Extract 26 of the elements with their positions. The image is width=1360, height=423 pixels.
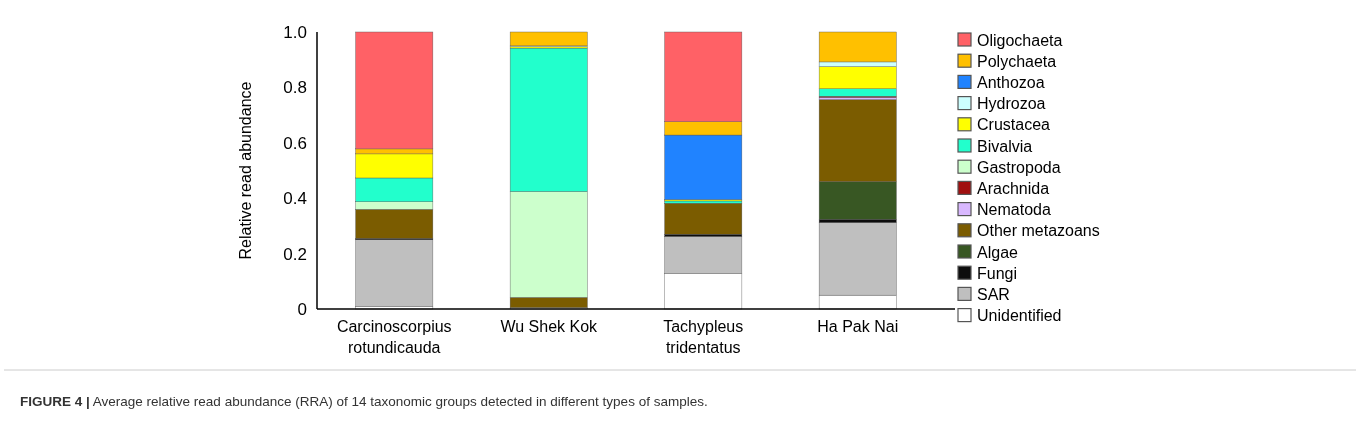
x-tick-label: Tachypleus tridentatus <box>663 318 744 356</box>
y-tick-label: 0.4 <box>283 189 307 209</box>
legend-label: Arachnida <box>977 180 1050 197</box>
y-tick-label: 0 <box>297 299 307 319</box>
legend-label: Anthozoa <box>977 74 1045 91</box>
legend-label: Bivalvia <box>977 137 1033 155</box>
legend-label: Algae <box>977 243 1019 261</box>
legend-label: Gastropoda <box>977 158 1061 176</box>
y-tick-label: 0.8 <box>283 78 307 98</box>
legend-label: Hydrozoa <box>977 95 1046 113</box>
legend-label: Crustacea <box>977 116 1051 134</box>
y-axis-title: Relative read abundance <box>237 81 254 260</box>
x-tick-label: Wu Shek Kok <box>500 318 599 335</box>
y-tick-label: 0.6 <box>283 133 307 153</box>
legend-label: Polychaeta <box>977 52 1057 70</box>
y-tick-label: 1.0 <box>283 22 307 42</box>
legend-label: Unidentified <box>977 307 1062 325</box>
y-tick-label: 0.2 <box>283 244 307 264</box>
legend-label: Other metazoans <box>977 222 1100 240</box>
legend-label: SAR <box>977 286 1010 303</box>
x-tick-label: Ha Pak Nai <box>817 318 899 335</box>
legend-label: Fungi <box>977 264 1018 282</box>
legend-label: Nematoda <box>977 201 1051 219</box>
caption: FIGURE 4 | Average relative read abundance (RRA) of 14 taxonomic groups detected in different types of samples. <box>20 394 708 409</box>
legend-label: Oligochaeta <box>977 31 1063 49</box>
x-tick-label: Carcinoscorpius rotundicauda <box>336 318 452 356</box>
